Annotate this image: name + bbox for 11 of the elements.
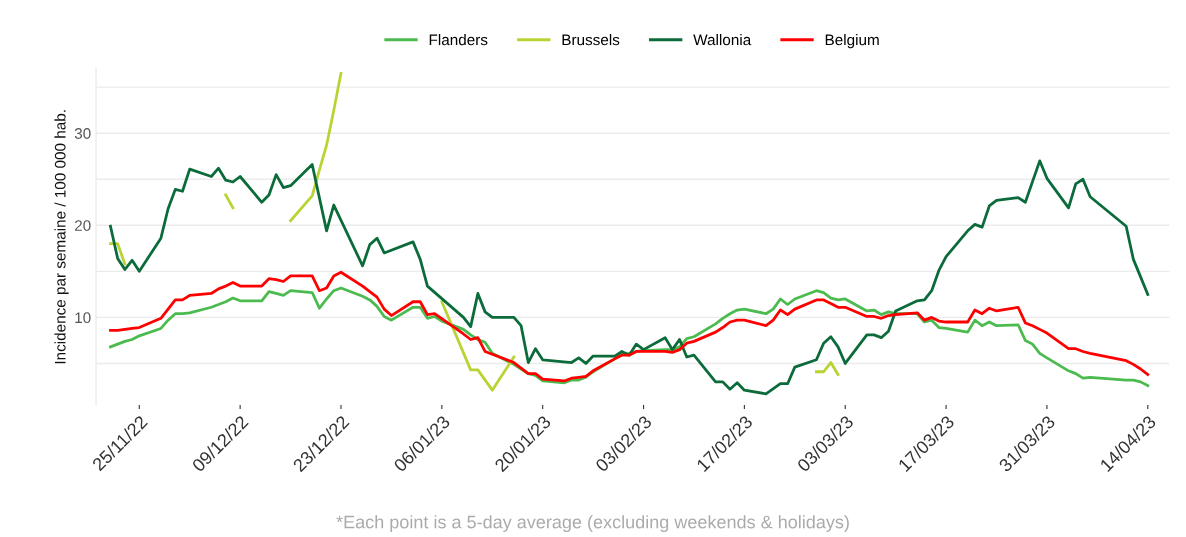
legend-label: Wallonia [693, 34, 752, 46]
legend-label: Belgium [825, 34, 879, 49]
y-tick-label: 10 [75, 312, 91, 324]
legend-label: Brussels [562, 34, 620, 46]
line-series [109, 159, 1150, 396]
text: *Each point is a 5-day average (excluding weekends & holidays) [336, 515, 849, 532]
y-tick-label: 20 [74, 220, 91, 231]
legend-label: Flanders [429, 34, 488, 46]
y-tick-label: 30 [74, 128, 91, 139]
y-axis-title: Incidence par semaine / 100 000 hab. [54, 110, 69, 364]
line-series [109, 270, 1150, 383]
